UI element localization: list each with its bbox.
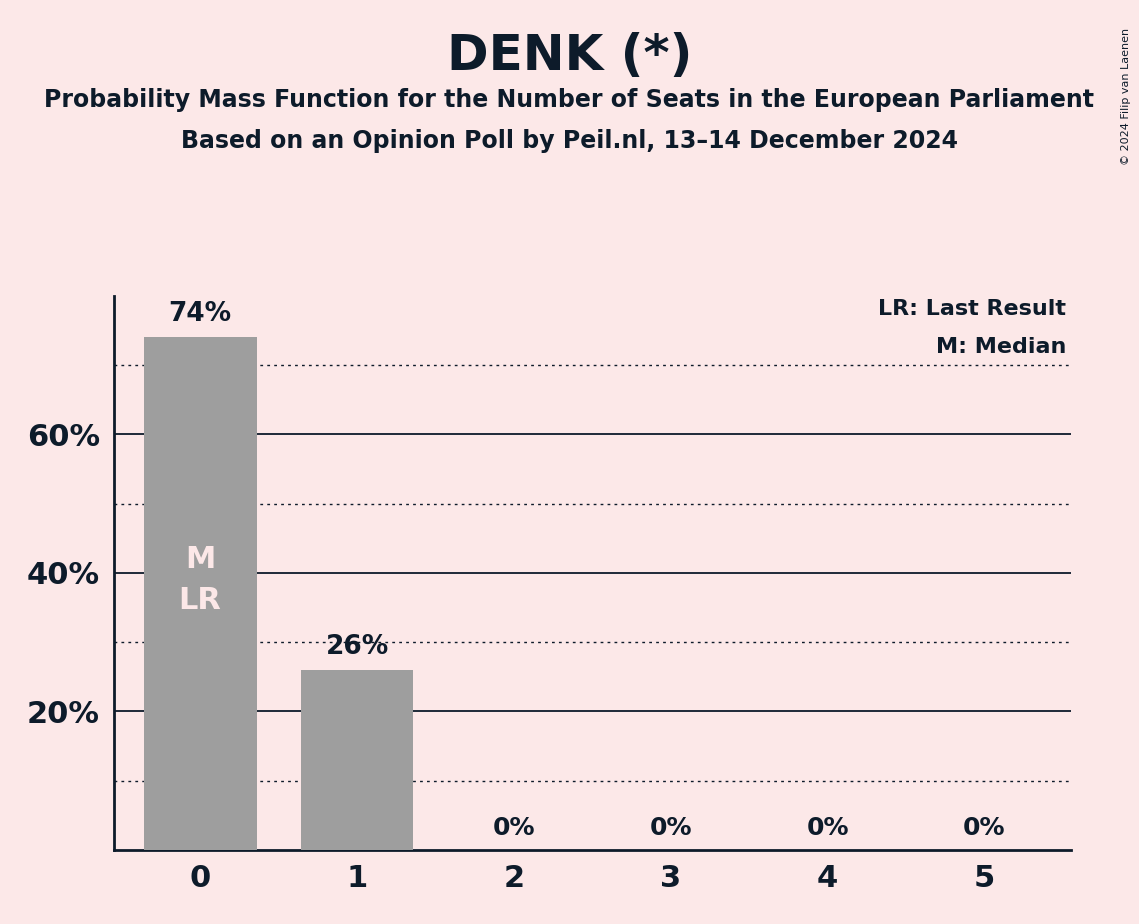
Text: 26%: 26% — [326, 634, 388, 660]
Text: 74%: 74% — [169, 301, 231, 327]
Text: LR: LR — [179, 586, 222, 615]
Text: DENK (*): DENK (*) — [446, 32, 693, 80]
Text: 0%: 0% — [649, 816, 693, 840]
Text: Probability Mass Function for the Number of Seats in the European Parliament: Probability Mass Function for the Number… — [44, 88, 1095, 112]
Text: M: Median: M: Median — [935, 337, 1066, 358]
Text: 0%: 0% — [492, 816, 535, 840]
Bar — [144, 337, 256, 850]
Text: © 2024 Filip van Laenen: © 2024 Filip van Laenen — [1121, 28, 1131, 164]
Text: LR: Last Result: LR: Last Result — [878, 299, 1066, 319]
Text: Based on an Opinion Poll by Peil.nl, 13–14 December 2024: Based on an Opinion Poll by Peil.nl, 13–… — [181, 129, 958, 153]
Text: M: M — [185, 544, 215, 574]
Text: 0%: 0% — [806, 816, 849, 840]
Bar — [301, 670, 413, 850]
Text: 0%: 0% — [964, 816, 1006, 840]
